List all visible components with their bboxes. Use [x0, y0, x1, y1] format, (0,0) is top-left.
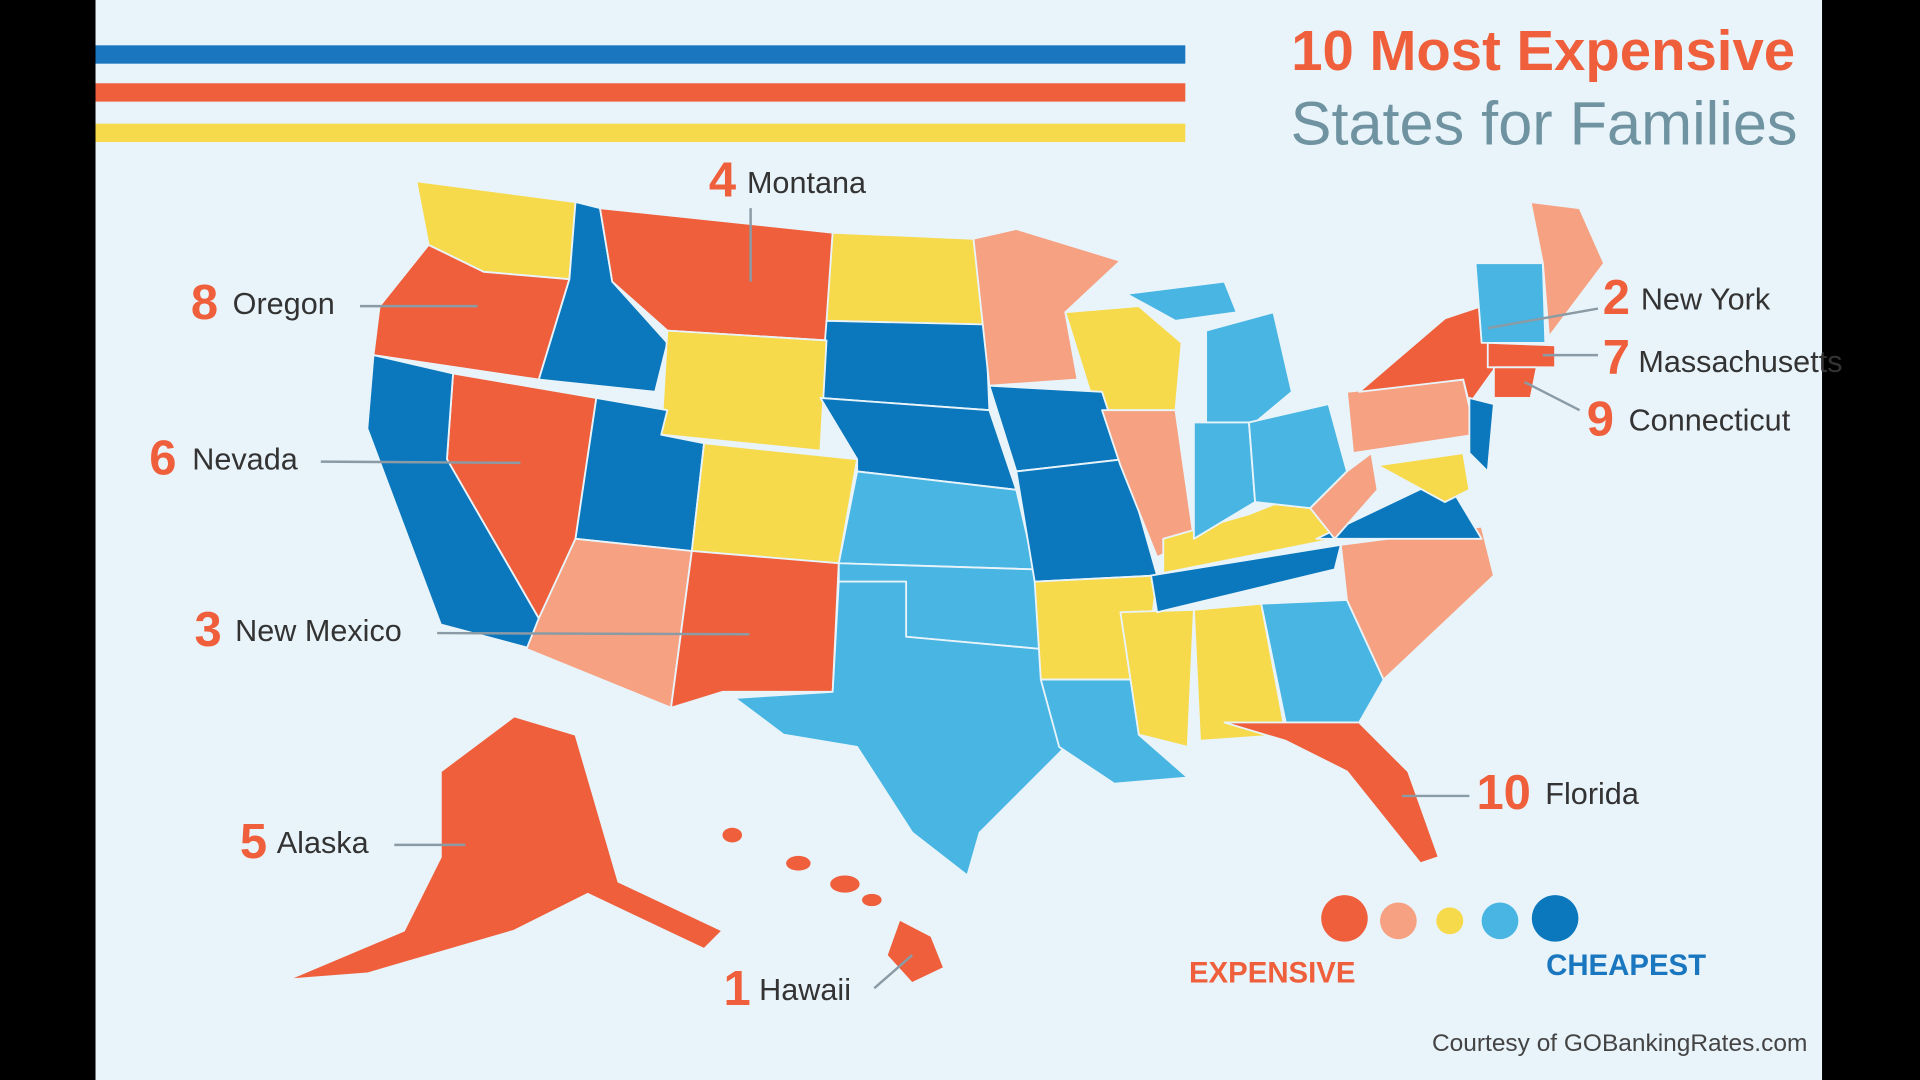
- state-name: Connecticut: [1629, 404, 1791, 438]
- title-line: States for Families: [1291, 90, 1798, 158]
- state-shape: [786, 855, 811, 871]
- leader-line: [437, 631, 750, 636]
- rank: 10: [1476, 766, 1530, 820]
- leader-line: [1487, 307, 1599, 330]
- state-name: Nevada: [192, 443, 298, 477]
- state-shape: [1468, 397, 1495, 473]
- state-shape: [286, 715, 724, 981]
- state-name: New Mexico: [235, 614, 402, 648]
- rank: 4: [709, 154, 736, 208]
- rank: 2: [1603, 271, 1630, 325]
- state-shape: [887, 920, 943, 983]
- state-name: Hawaii: [759, 973, 851, 1007]
- state-shape: [1260, 599, 1385, 724]
- state-shape: [1223, 721, 1440, 865]
- state-shape: [1205, 311, 1293, 424]
- legend: EXPENSIVE CHEAPEST: [1189, 895, 1706, 989]
- state-shape: [819, 319, 991, 412]
- legend-dot: [1436, 907, 1464, 935]
- stripe: [95, 83, 1186, 102]
- state-shape: [825, 231, 987, 326]
- state-shape: [1119, 608, 1195, 748]
- state-name: Massachusetts: [1638, 345, 1842, 379]
- state-shape: [1529, 201, 1605, 338]
- state-shape: [1150, 543, 1342, 614]
- state-shape: [690, 442, 859, 565]
- rank: 7: [1603, 331, 1630, 385]
- rank: 5: [240, 815, 267, 869]
- title-line: 10 Most Expensive: [1291, 19, 1795, 82]
- legend-label: EXPENSIVE: [1189, 956, 1356, 989]
- legend-dot: [1380, 902, 1417, 940]
- labels: 1 Hawaii 2 New York 3 New Mexico 4 Monta…: [149, 154, 1842, 1016]
- credit: Courtesy of GOBankingRates.com: [1432, 1030, 1807, 1057]
- state-shape: [660, 329, 828, 452]
- rank: 1: [724, 962, 751, 1016]
- rank: 3: [195, 603, 222, 657]
- state-shape: [1125, 280, 1238, 322]
- state-shape: [1474, 262, 1547, 344]
- state-shape: [1309, 452, 1379, 540]
- leader-line: [873, 954, 914, 990]
- stripe: [95, 123, 1186, 143]
- state-name: Montana: [747, 166, 867, 200]
- legend-dot: [1321, 895, 1368, 942]
- state-shape: [1492, 366, 1538, 399]
- state-shape: [722, 827, 743, 843]
- state-shape: [1486, 341, 1557, 369]
- state-name: Florida: [1545, 777, 1640, 811]
- stripe: [95, 45, 1186, 64]
- state-name: New York: [1641, 282, 1771, 316]
- legend-dot: [1531, 895, 1579, 942]
- rank: 8: [191, 276, 218, 330]
- legend-label: CHEAPEST: [1546, 949, 1706, 982]
- state-shape: [670, 550, 840, 709]
- state-shape: [862, 893, 882, 907]
- state-name: Alaska: [277, 826, 370, 860]
- leader-line: [1523, 380, 1581, 412]
- rank: 9: [1587, 392, 1614, 446]
- state-shape: [525, 537, 693, 709]
- leader-line: [320, 460, 521, 465]
- legend-dot: [1481, 902, 1519, 940]
- us-map: [286, 180, 1605, 983]
- state-name: Oregon: [233, 287, 335, 321]
- state-shape: [830, 875, 860, 893]
- rank: 6: [149, 432, 176, 486]
- state-shape: [1376, 452, 1471, 503]
